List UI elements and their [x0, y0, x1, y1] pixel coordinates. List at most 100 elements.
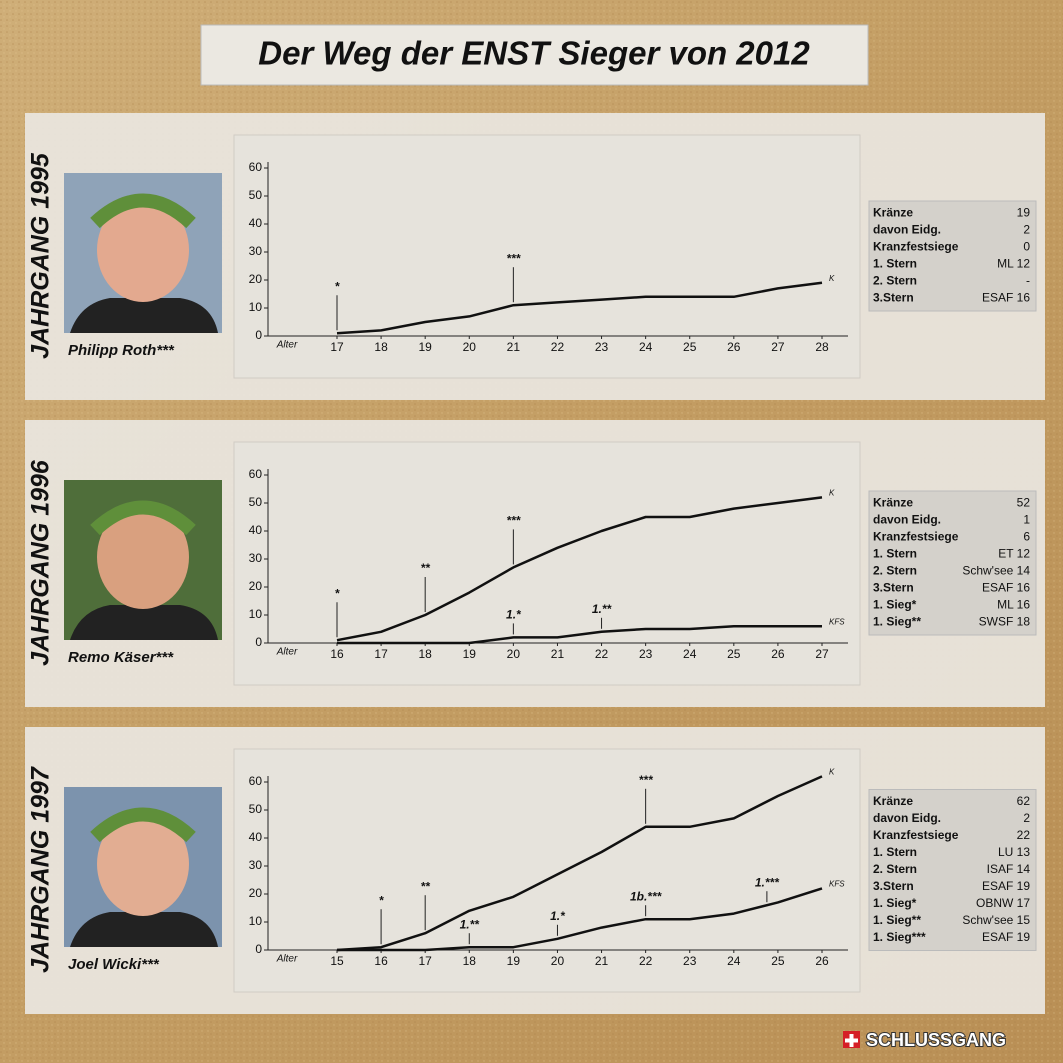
stat-label: 1. Stern: [873, 547, 917, 561]
photo-body: [70, 912, 218, 947]
photo: [64, 480, 222, 640]
annotation: 1b.***: [630, 889, 663, 903]
athlete-name: Joel Wicki***: [68, 956, 160, 973]
x-tick-label: 27: [771, 340, 785, 354]
photo-face: [97, 812, 189, 916]
x-tick-label: 23: [639, 647, 653, 661]
y-tick-label: 40: [249, 216, 263, 230]
brand-cross: [845, 1034, 858, 1047]
title-box: [200, 24, 869, 86]
stat-value: ET 12: [998, 547, 1030, 561]
stat-value: 1: [1023, 513, 1030, 527]
stat-label: davon Eidg.: [873, 513, 941, 527]
stat-value: 6: [1023, 530, 1030, 544]
x-tick-label: 17: [374, 647, 388, 661]
annotation: **: [421, 879, 432, 893]
y-tick-label: 50: [249, 802, 263, 816]
x-tick-label: 22: [551, 340, 565, 354]
x-tick-label: 25: [683, 340, 697, 354]
x-tick-label: 28: [815, 340, 829, 354]
stat-label: davon Eidg.: [873, 811, 941, 825]
jahrgang: JAHRGANG 1997: [27, 766, 55, 973]
stat-label: 1. Sieg*: [873, 896, 917, 910]
photo-wreath: [90, 193, 196, 229]
x-tick-label: 15: [330, 954, 344, 968]
annotation: *: [379, 893, 385, 907]
x-tick-label: 25: [771, 954, 785, 968]
x-tick-label: 22: [639, 954, 653, 968]
photo-wreath: [90, 807, 196, 843]
photo-face: [97, 505, 189, 609]
y-tick-label: 30: [249, 244, 263, 258]
stat-value: Schw'see 14: [962, 564, 1030, 578]
stat-label: Kranzfestsiege: [873, 530, 959, 544]
brand: SCHLUSSGANG: [866, 1030, 1006, 1050]
jahrgang: JAHRGANG 1996: [27, 459, 55, 666]
jahrgang: JAHRGANG 1995: [27, 152, 55, 359]
y-tick-label: 10: [249, 914, 263, 928]
stat-label: Kränze: [873, 794, 913, 808]
stat-label: 1. Sieg**: [873, 913, 921, 927]
x-tick-label: 18: [374, 340, 388, 354]
y-tick-label: 20: [249, 272, 263, 286]
stat-label: 1. Sieg*: [873, 598, 917, 612]
x-tick-label: 24: [639, 340, 653, 354]
annotation: ***: [506, 514, 521, 528]
x-tick-label: 20: [507, 647, 521, 661]
x-tick-label: 27: [815, 647, 829, 661]
stat-value: ESAF 19: [982, 930, 1030, 944]
stat-value: Schw'see 15: [962, 913, 1030, 927]
x-tick-label: 25: [727, 647, 741, 661]
y-tick-label: 60: [249, 774, 263, 788]
annotation: *: [335, 586, 341, 600]
series-label: KFS: [829, 617, 845, 626]
y-tick-label: 0: [255, 328, 262, 342]
stat-value: LU 13: [998, 845, 1030, 859]
stats-box: [868, 200, 1037, 312]
y-tick-label: 30: [249, 551, 263, 565]
stat-value: ESAF 16: [982, 291, 1030, 305]
annotation: 1.*: [550, 909, 566, 923]
stat-value: ESAF 19: [982, 879, 1030, 893]
x-tick-label: 19: [507, 954, 521, 968]
photo: [64, 173, 222, 333]
y-tick-label: 40: [249, 830, 263, 844]
series-line: [337, 624, 822, 645]
stats-box: [868, 789, 1037, 951]
x-tick-label: 16: [330, 647, 344, 661]
stat-label: 3.Stern: [873, 291, 914, 305]
series-line: [336, 281, 823, 335]
stat-label: Kranzfestsiege: [873, 828, 959, 842]
annotation: 1.**: [592, 602, 613, 616]
stat-value: OBNW 17: [976, 896, 1030, 910]
y-tick-label: 60: [249, 160, 263, 174]
x-tick-label: 26: [727, 340, 741, 354]
stat-label: davon Eidg.: [873, 223, 941, 237]
y-tick-label: 10: [249, 300, 263, 314]
x-tick-label: 16: [374, 954, 388, 968]
x-tick-label: 21: [595, 954, 609, 968]
annotation: *: [335, 279, 341, 293]
y-tick-label: 30: [249, 858, 263, 872]
y-tick-label: 60: [249, 467, 263, 481]
stat-label: 2. Stern: [873, 564, 917, 578]
x-tick-label: 24: [683, 647, 697, 661]
annotation: 1.**: [460, 917, 481, 931]
stat-value: ESAF 16: [982, 581, 1030, 595]
y-tick-label: 10: [249, 607, 263, 621]
series-label: K: [829, 489, 835, 498]
annotation: ***: [506, 251, 521, 265]
x-tick-label: 23: [595, 340, 609, 354]
photo-face: [97, 198, 189, 302]
stat-label: 1. Stern: [873, 845, 917, 859]
stat-label: Kranzfestsiege: [873, 240, 959, 254]
x-tick-label: 20: [463, 340, 477, 354]
stat-value: 22: [1017, 828, 1031, 842]
x-tick-label: 17: [419, 954, 433, 968]
y-tick-label: 50: [249, 495, 263, 509]
series-label: KFS: [829, 880, 845, 889]
stat-value: ML 16: [997, 598, 1030, 612]
x-axis-label: Alter: [276, 647, 298, 658]
